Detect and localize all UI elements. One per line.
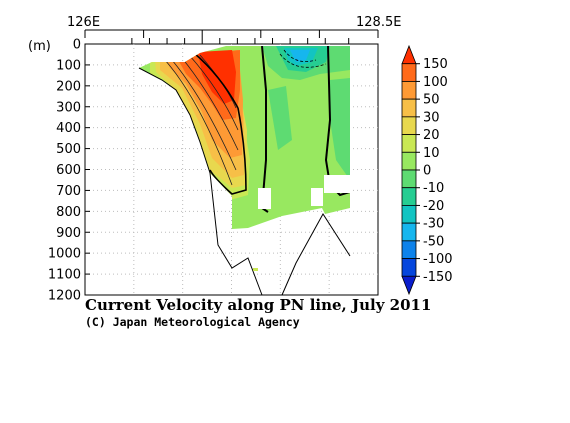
velocity-field [139,46,350,229]
colorbar-bin [401,240,417,259]
y-tick-label: 800 [56,205,81,220]
colorbar-bin [401,134,417,153]
gap-3 [324,175,350,193]
y-tick-label: 1200 [48,289,81,304]
colorbar-label: -20 [423,199,444,214]
x-tick-label-end: 128.5E [356,15,401,30]
field-contour-dashed-negative [279,49,327,68]
field-patch-negative-east [330,78,350,180]
colorbar-bin [401,151,417,171]
colorbar-bin [401,169,417,189]
colorbar-bin [401,205,417,224]
y-unit-label: (m) [28,39,51,54]
colorbar-bin [401,187,417,206]
colorbar-arrow-top [401,44,417,65]
y-tick-label: 1100 [48,268,81,283]
colorbar-label: -100 [423,252,453,267]
sea-floor-ridge [281,213,351,296]
y-tick-label: 600 [56,163,81,178]
seafloor-dot [253,268,258,271]
colorbar-label: 100 [423,75,448,90]
colorbar-label: 20 [423,128,440,143]
y-tick-label: 0 [73,38,81,53]
top-axis-ticks [84,30,379,44]
colorbar-label: -30 [423,217,444,232]
field-contour-thick [193,52,247,195]
colorbar-label: -50 [423,234,444,249]
colorbar-bin [401,98,417,118]
colorbar-label: 50 [423,93,440,108]
y-tick-label: 200 [56,79,81,94]
sea-floor [138,67,263,296]
y-tick-label: 900 [56,226,81,241]
colorbar-bin [401,222,417,242]
x-tick-label-start: 126E [67,15,100,30]
field-contour-zero-east [324,46,350,197]
gap-2 [311,188,323,206]
field-contour-zero-west [260,46,269,213]
colorbar-label: 150 [423,57,448,72]
chart-credit: (C) Japan Meteorological Agency [85,315,300,329]
y-tick-label: 1000 [48,247,81,262]
colorbar-label: 30 [423,110,440,125]
colorbar-bin [401,63,417,82]
gap-1 [258,188,271,209]
y-axis-ticks: 0 100 200 300 400 500 600 700 800 900 1000 1100 1200 [48,38,90,304]
y-tick-label: 500 [56,142,81,157]
field-patch-negative-50 [290,50,310,62]
colorbar-label: 0 [423,164,431,179]
colorbar-arrow-bottom [401,275,417,296]
colorbar-label: -10 [423,181,444,196]
colorbar-label: -150 [423,270,453,285]
field-contour-lines [164,54,239,186]
colorbar-bin [401,81,417,100]
y-tick-label: 300 [56,100,81,115]
field-patch-negative-mid [268,86,292,150]
y-tick-label: 400 [56,121,81,136]
y-tick-label: 100 [56,58,81,73]
colorbar-bin [401,258,417,277]
y-tick-label: 700 [56,184,81,199]
colorbar-bin [401,116,417,135]
colorbar-label: 10 [423,146,440,161]
chart-title: Current Velocity along PN line, July 201… [85,296,431,314]
